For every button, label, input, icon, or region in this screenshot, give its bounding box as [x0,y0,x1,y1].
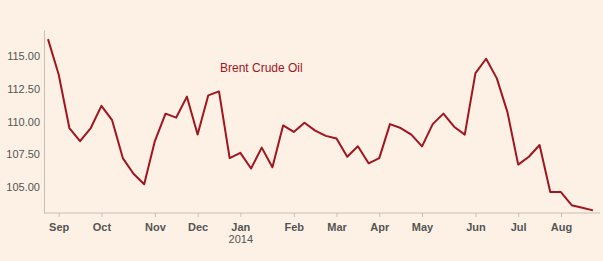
x-tick-mark [59,213,60,217]
x-tick-label-line: Jul [511,221,527,233]
y-tick-label: 105.00 [6,181,40,193]
x-tick-label-line: Jan [231,221,250,233]
x-tick-mark [422,213,423,217]
x-tick: Jun [466,213,486,233]
x-tick-label-line: Sep [49,221,69,233]
y-tick-label: 112.50 [7,83,40,95]
y-tick-label: 110.00 [7,116,40,128]
x-tick-label: Oct [93,221,112,233]
x-axis: Sep Oct Nov Dec Jan2014 Feb Mar Apr May Jun Jul Aug [44,213,600,245]
x-axis-line [44,213,600,214]
x-tick-mark [155,213,156,217]
x-tick-label-line: May [412,221,434,233]
x-tick: May [412,213,434,233]
x-tick: Feb [285,213,305,233]
x-tick-label: Jun [466,221,486,233]
chart: 105.00 107.50 110.00 112.50 115.00 Sep Oct Nov D… [0,0,603,261]
x-tick-label: Jul [511,221,527,233]
x-tick-label: Nov [145,221,167,233]
x-tick-label: Dec [188,221,208,233]
x-tick-label: May [412,221,434,233]
y-axis: 105.00 107.50 110.00 112.50 115.00 [6,31,44,214]
x-tick-label-line: Feb [285,221,305,233]
x-tick: Apr [370,213,390,233]
y-tick: 107.50 [6,148,44,160]
series-label: Brent Crude Oil [220,61,303,75]
x-tick-label-line: 2014 [229,233,253,245]
y-tick: 110.00 [7,116,44,128]
x-tick-label: Mar [327,221,347,233]
y-tick: 112.50 [7,83,44,95]
x-tick-label: Aug [551,221,572,233]
x-tick-label-line: Jun [466,221,486,233]
x-tick-label-line: Dec [188,221,208,233]
x-tick-mark [475,213,476,217]
x-tick-mark [294,213,295,217]
y-axis-line [44,31,45,214]
y-tick-label: 107.50 [6,148,40,160]
x-tick-mark [561,213,562,217]
x-tick-label-line: Oct [93,221,112,233]
x-tick: Jan2014 [229,213,253,245]
x-tick: Nov [145,213,167,233]
x-tick-label: Jan2014 [229,221,253,245]
series-line [48,39,593,210]
x-tick-label: Sep [49,221,69,233]
y-tick-label: 115.00 [7,50,40,62]
x-tick: Sep [49,213,69,233]
x-tick: Oct [93,213,112,233]
x-tick-label-line: Aug [551,221,572,233]
x-tick: Dec [188,213,208,233]
x-tick-label-line: Nov [145,221,167,233]
x-tick-label-line: Apr [370,221,390,233]
x-tick: Aug [551,213,572,233]
y-tick: 105.00 [6,181,44,193]
x-tick-label: Apr [370,221,390,233]
x-tick-mark [198,213,199,217]
y-tick: 115.00 [7,50,44,62]
x-tick-mark [337,213,338,217]
x-tick-label: Feb [285,221,305,233]
x-tick-mark [379,213,380,217]
x-tick: Jul [511,213,527,233]
plot-area [48,39,593,210]
x-tick: Mar [327,213,347,233]
x-tick-label-line: Mar [327,221,347,233]
x-tick-mark [101,213,102,217]
x-tick-mark [518,213,519,217]
x-tick-mark [240,213,241,217]
